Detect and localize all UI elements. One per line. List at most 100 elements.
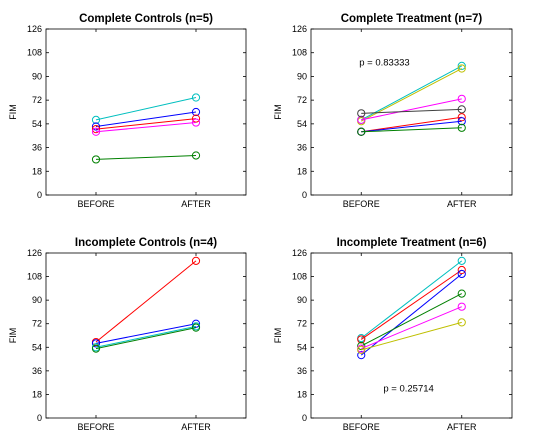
y-tick-label: 54 <box>32 342 42 352</box>
panel-title: Complete Controls (n=5) <box>79 13 213 25</box>
series-point <box>457 94 466 103</box>
y-tick-label: 36 <box>32 366 42 376</box>
series-point <box>191 319 201 328</box>
series-line <box>95 327 197 350</box>
series-point <box>91 122 101 131</box>
y-tick-label: 126 <box>292 248 307 258</box>
plot-frame <box>45 252 247 419</box>
series-point <box>457 105 466 114</box>
y-tick-label: 18 <box>32 389 42 399</box>
plot-frame <box>45 28 247 196</box>
series-line <box>95 118 197 130</box>
series-point <box>357 335 366 344</box>
series-point <box>457 318 466 327</box>
panel-title: Incomplete Controls (n=4) <box>75 237 217 249</box>
y-tick-label: 0 <box>37 190 42 200</box>
series-point <box>357 351 366 360</box>
panel-title: Complete Treatment (n=7) <box>341 13 483 25</box>
series-line <box>361 116 462 133</box>
series-point <box>91 115 101 125</box>
y-tick-label: 54 <box>297 119 307 129</box>
x-tick-label-after: AFTER <box>447 422 477 431</box>
y-tick-label: 18 <box>297 166 307 176</box>
plot-frame <box>310 252 513 419</box>
y-tick-label: 36 <box>32 143 42 153</box>
y-tick-label: 126 <box>27 248 42 258</box>
series-line <box>95 325 197 348</box>
series-point <box>457 256 466 265</box>
series-point <box>91 344 101 353</box>
series-line <box>360 260 463 339</box>
series-point <box>91 127 101 136</box>
x-tick-label-before: BEFORE <box>77 422 114 431</box>
series-line <box>95 323 197 344</box>
panel-title: Incomplete Treatment (n=6) <box>337 237 487 249</box>
series-point <box>457 117 466 126</box>
series-line <box>361 321 462 351</box>
series-line <box>95 154 197 160</box>
series-point <box>457 61 466 70</box>
panel-incomplete-controls: Incomplete Controls (n=4) FIM BEFORE AFT… <box>8 237 247 431</box>
panel-incomplete-treatment: Incomplete Treatment (n=6) FIM BEFORE AF… <box>273 237 513 431</box>
series-line <box>361 306 462 350</box>
x-tick-label-before: BEFORE <box>343 199 380 209</box>
series-line <box>95 111 197 127</box>
y-axis-label: FIM <box>273 328 283 344</box>
series-point <box>457 289 466 298</box>
series-line <box>95 260 197 343</box>
series-point <box>457 123 466 132</box>
x-tick-label-after: AFTER <box>181 422 211 431</box>
series-point <box>191 114 201 123</box>
series-line <box>95 97 197 121</box>
series-line <box>361 127 462 133</box>
y-tick-label: 108 <box>27 272 42 282</box>
y-tick-label: 90 <box>297 71 307 81</box>
y-tick-label: 18 <box>297 389 307 399</box>
y-tick-label: 90 <box>297 295 307 305</box>
y-tick-label: 36 <box>297 143 307 153</box>
y-tick-label: 126 <box>292 24 307 34</box>
series-point <box>357 109 366 118</box>
series-point <box>191 107 201 117</box>
series-point <box>357 345 366 355</box>
y-axis-label: FIM <box>273 104 283 120</box>
series-point <box>457 302 466 311</box>
y-tick-label: 72 <box>297 95 307 105</box>
y-axis-label: FIM <box>8 104 18 120</box>
x-tick-label-after: AFTER <box>447 199 477 209</box>
y-tick-label: 72 <box>32 319 42 329</box>
y-tick-label: 18 <box>32 166 42 176</box>
series-point <box>457 64 466 73</box>
y-tick-label: 54 <box>32 119 42 129</box>
series-point <box>91 155 101 164</box>
y-axis-label: FIM <box>8 328 18 344</box>
y-tick-label: 36 <box>297 366 307 376</box>
series-point <box>357 127 366 136</box>
series-point <box>457 269 466 279</box>
y-tick-label: 90 <box>32 295 42 305</box>
y-tick-label: 126 <box>27 24 42 34</box>
series-point <box>191 93 201 102</box>
series-line <box>361 98 462 121</box>
series-point <box>357 115 366 125</box>
panel-complete-controls: Complete Controls (n=5) FIM BEFORE AFTER… <box>8 13 247 209</box>
y-tick-label: 0 <box>302 190 307 200</box>
y-tick-label: 0 <box>37 413 42 423</box>
series-line <box>361 120 462 133</box>
series-point <box>91 125 101 134</box>
y-tick-label: 72 <box>32 95 42 105</box>
y-tick-label: 108 <box>292 48 307 58</box>
series-line <box>361 293 462 347</box>
series-line <box>360 269 463 340</box>
series-point <box>191 151 201 160</box>
y-tick-label: 90 <box>32 71 42 81</box>
p-value-annotation: p = 0.25714 <box>383 384 433 395</box>
y-tick-label: 54 <box>297 342 307 352</box>
x-tick-label-before: BEFORE <box>77 199 114 209</box>
y-tick-label: 108 <box>292 272 307 282</box>
series-point <box>191 323 201 332</box>
series-point <box>457 113 466 122</box>
y-tick-label: 72 <box>297 319 307 329</box>
y-tick-label: 108 <box>27 48 42 58</box>
